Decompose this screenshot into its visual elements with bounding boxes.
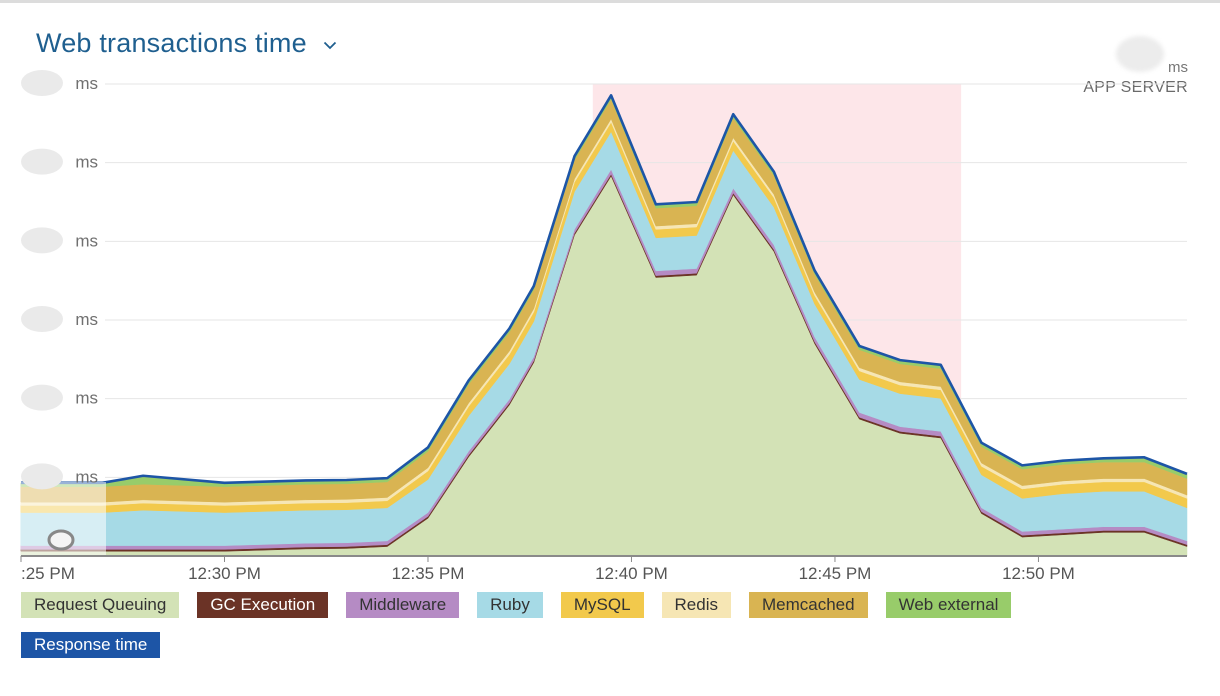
x-tick-label: 12:45 PM [799, 564, 872, 583]
response-time-line [21, 94, 1188, 485]
y-tick-label: ms [75, 310, 98, 329]
y-tick-label: ms [75, 389, 98, 408]
y-tick-label: ms [75, 231, 98, 250]
legend-redis[interactable]: Redis [661, 592, 731, 618]
web-transactions-chart: ms ms ms ms ms ms :25 PM 12:30 PM 12:35 PM 12:40 … [20, 70, 1188, 583]
top-border [0, 0, 1220, 3]
chart-title-dropdown[interactable]: Web transactions time [36, 28, 337, 59]
x-tick-label: 12:30 PM [188, 564, 261, 583]
redacted-y-value [21, 306, 63, 332]
x-tick-label: 12:50 PM [1002, 564, 1075, 583]
legend-response-time[interactable]: Response time [21, 632, 161, 658]
redacted-y-value [21, 463, 63, 490]
legend-gc-execution[interactable]: GC Execution [197, 592, 329, 618]
redacted-y-value [21, 148, 63, 175]
hover-marker-icon [47, 529, 75, 551]
redacted-y-value [21, 227, 63, 254]
redacted-y-value [21, 384, 63, 411]
legend-request-queuing[interactable]: Request Queuing [21, 592, 180, 618]
legend-ruby[interactable]: Ruby [477, 592, 543, 618]
y-tick-label: ms [75, 467, 98, 486]
legend-web-external[interactable]: Web external [885, 592, 1012, 618]
x-tick-label: 12:35 PM [392, 564, 465, 583]
y-tick-label: ms [75, 74, 98, 93]
x-tick-label: 12:40 PM [595, 564, 668, 583]
legend-middleware[interactable]: Middleware [346, 592, 460, 618]
chart-legend: Request Queuing GC Execution Middleware Rub… [21, 592, 1101, 658]
redacted-y-value [21, 70, 63, 96]
chevron-down-icon [323, 41, 336, 50]
summary-label: APP SERVER [1083, 79, 1188, 96]
chart-title: Web transactions time [36, 28, 307, 58]
redacted-value [1116, 36, 1164, 72]
legend-memcached[interactable]: Memcached [749, 592, 868, 618]
legend-mysql[interactable]: MySQL [560, 592, 644, 618]
x-tick-label: :25 PM [21, 564, 75, 583]
app-server-summary: ms APP SERVER [1083, 36, 1188, 97]
y-tick-label: ms [75, 153, 98, 172]
summary-value: ms [1116, 36, 1188, 76]
summary-unit: ms [1168, 59, 1188, 76]
